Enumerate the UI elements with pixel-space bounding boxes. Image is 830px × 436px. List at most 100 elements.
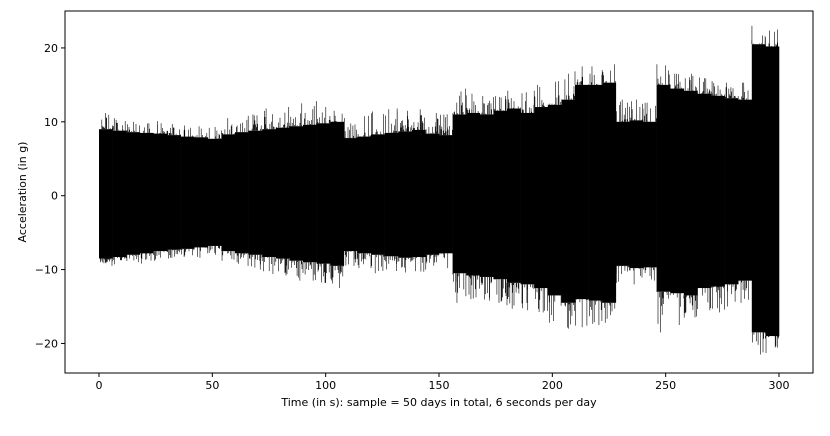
signal-envelope-segment: [697, 93, 712, 289]
signal-envelope-segment: [615, 121, 630, 266]
signal-spikes-segment: [317, 107, 331, 283]
signal-spikes-segment: [710, 81, 725, 313]
signal-envelope-segment: [670, 88, 685, 294]
signal-envelope-segment: [411, 129, 426, 258]
signal-envelope-segment: [425, 133, 440, 255]
signal-envelope-segment: [629, 120, 644, 269]
signal-envelope-segment: [289, 126, 304, 261]
signal-envelope-segment: [479, 114, 494, 277]
signal-envelope-segment: [235, 132, 249, 254]
signal-envelope-segment: [751, 44, 766, 333]
signal-envelope-segment: [724, 98, 739, 285]
y-tick-label: −20: [35, 337, 58, 350]
signal-envelope-segment: [221, 134, 236, 252]
signal-envelope-segment: [765, 46, 780, 337]
signal-spikes-segment: [588, 66, 603, 325]
signal-spikes-segment: [765, 29, 779, 354]
signal-spikes-segment: [574, 66, 588, 328]
signal-spikes-segment: [642, 102, 657, 281]
signal-envelope-segment: [711, 95, 725, 287]
signal-spikes-segment: [616, 99, 630, 283]
signal-spikes-segment: [139, 123, 152, 264]
signal-spikes-segment: [506, 90, 521, 309]
x-tick-label: 250: [655, 379, 676, 392]
signal-envelope-segment: [371, 134, 385, 255]
signal-envelope-segment: [262, 129, 277, 258]
signal-envelope-segment: [643, 121, 657, 268]
signal-envelope-segment: [357, 136, 372, 254]
signal-spikes-segment: [533, 84, 548, 313]
axis-ticks: 0 50 100 150 200 250 300 −20 −10 0 10 20: [35, 42, 790, 392]
signal-spikes-segment: [697, 77, 711, 311]
signal-spikes-segment: [411, 109, 426, 272]
signal-envelope-segment: [248, 130, 263, 255]
x-axis-label: Time (in s): sample = 50 days in total, …: [280, 396, 597, 409]
signal-spikes-segment: [275, 107, 290, 276]
signal-envelope-segment: [207, 138, 222, 246]
x-tick-label: 0: [96, 379, 103, 392]
signal-envelope-segment: [561, 99, 576, 303]
x-tick-label: 100: [315, 379, 336, 392]
y-tick-label: 20: [44, 42, 58, 55]
plot-area: [99, 25, 780, 355]
signal-envelope-segment: [153, 133, 168, 252]
signal-spikes-segment: [465, 93, 480, 300]
signal-envelope-segment: [439, 135, 453, 254]
signal-envelope-segment: [534, 107, 549, 289]
signal-spikes-segment: [397, 110, 412, 273]
signal-envelope-segment: [466, 112, 481, 276]
x-tick-label: 50: [205, 379, 219, 392]
signal-envelope-segment: [602, 82, 617, 303]
signal-envelope-segment: [683, 90, 698, 296]
plot-frame: [64, 10, 814, 374]
signal-spikes-segment: [249, 114, 263, 270]
signal-spikes-segment: [737, 82, 752, 303]
signal-envelope-segment: [738, 99, 753, 281]
signal-spikes-segment: [100, 112, 113, 266]
signal-spikes-segment: [370, 111, 385, 274]
signal-envelope-segment: [180, 136, 195, 249]
signal-spikes-segment: [236, 115, 249, 266]
signal-spikes-segment: [289, 103, 303, 281]
signal-spikes-segment: [357, 115, 371, 269]
signal-envelope-segment: [167, 135, 181, 250]
signal-spikes-segment: [656, 64, 671, 333]
signal-envelope-segment: [520, 112, 535, 285]
signal-envelope-segment: [656, 84, 671, 292]
y-tick-label: 0: [51, 190, 58, 203]
y-axis-label: Acceleration (in g): [16, 142, 29, 243]
signal-spikes-segment: [601, 64, 616, 323]
signal-envelope-segment: [316, 123, 331, 264]
signal-envelope-segment: [194, 137, 209, 248]
signal-envelope-segment: [493, 110, 508, 280]
x-tick-label: 200: [542, 379, 563, 392]
signal-envelope-segment: [343, 138, 358, 252]
x-tick-label: 300: [769, 379, 790, 392]
y-tick-label: −10: [35, 264, 58, 277]
signal-spikes-segment: [452, 88, 467, 303]
signal-envelope-segment: [330, 121, 345, 266]
signal-spikes-segment: [425, 112, 439, 270]
signal-envelope-segment: [303, 124, 317, 263]
signal-envelope-segment: [112, 130, 127, 258]
signal-spikes-segment: [153, 121, 167, 261]
signal-envelope-segment: [139, 132, 154, 254]
signal-spikes-segment: [385, 108, 399, 272]
x-tick-label: 150: [429, 379, 450, 392]
signal-spikes-segment: [669, 73, 684, 325]
signal-envelope-segment: [275, 127, 290, 259]
signal-spikes-segment: [493, 95, 507, 303]
signal-spikes-segment: [166, 124, 180, 259]
signal-envelope-segment: [575, 84, 589, 300]
signal-spikes-segment: [520, 92, 535, 311]
signal-envelope-segment: [452, 114, 467, 274]
signal-spikes-segment: [751, 25, 766, 355]
signal-envelope-segment: [398, 131, 413, 258]
signal-spikes-segment: [548, 81, 562, 323]
signal-envelope-segment: [507, 108, 521, 283]
signal-spikes-segment: [329, 110, 344, 289]
signal-spikes-segment: [561, 73, 575, 329]
signal-envelope-segment: [126, 132, 141, 255]
